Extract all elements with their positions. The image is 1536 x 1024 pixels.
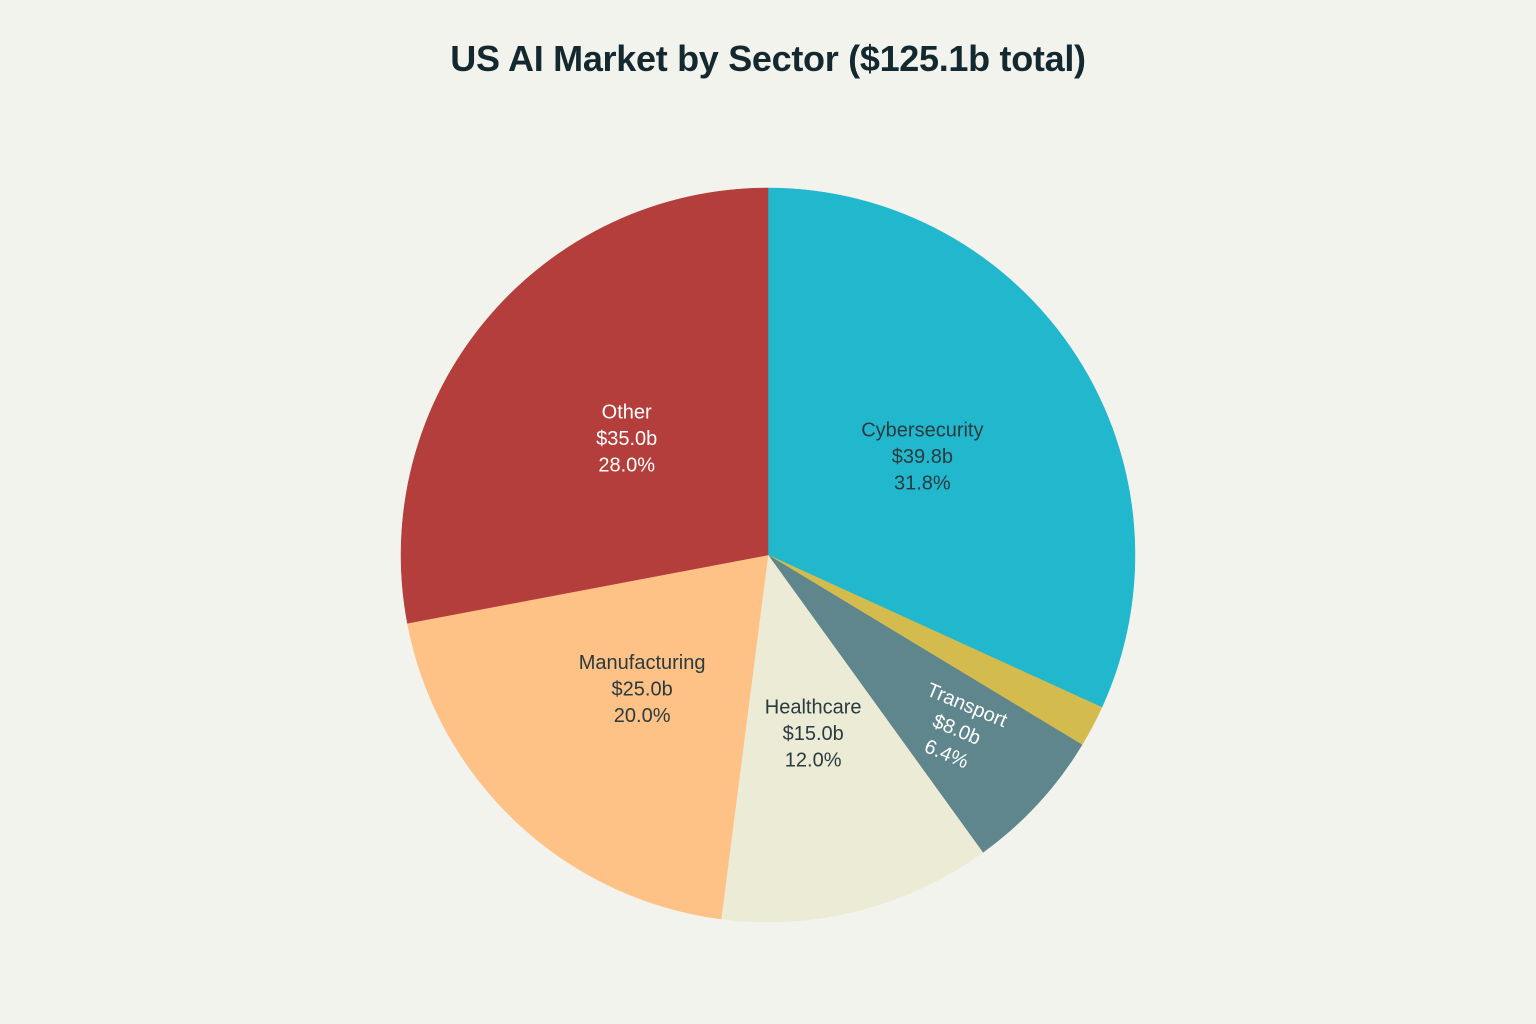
slice-name: Healthcare [765,696,862,718]
slice-percent: 20.0% [614,705,671,727]
pie-slice-healthcare[interactable] [720,554,984,923]
pie-slice-transport[interactable] [767,554,1083,853]
slice-label-cybersecurity: Cybersecurity $39.8b 31.8% [861,419,983,494]
pie-slices [400,187,1136,923]
slice-percent: 28.0% [598,454,655,476]
slice-label-other: Other $35.0b 28.0% [596,401,657,476]
slice-name: Cybersecurity [861,419,983,441]
slice-value: $25.0b [612,679,673,701]
slice-percent: 31.8% [894,472,951,494]
slice-value: $39.8b [892,446,953,468]
slice-value: $15.0b [783,723,844,745]
pie-labels: Cybersecurity $39.8b 31.8%Transport$8.0b6.… [579,401,1011,773]
slice-name: Other [602,401,652,423]
chart-title: US AI Market by Sector ($125.1b total) [450,38,1086,79]
slice-percent: 12.0% [785,749,842,771]
pie-slice-manufacturing[interactable] [407,554,769,920]
pie-slice-cybersecurity[interactable] [767,187,1136,708]
slice-name: Manufacturing [579,652,706,674]
slice-label-healthcare: Healthcare $15.0b 12.0% [765,696,862,771]
slice-label-manufacturing: Manufacturing $25.0b 20.0% [579,652,706,727]
pie-slice-other[interactable] [400,187,769,624]
slice-value: $35.0b [596,428,657,450]
